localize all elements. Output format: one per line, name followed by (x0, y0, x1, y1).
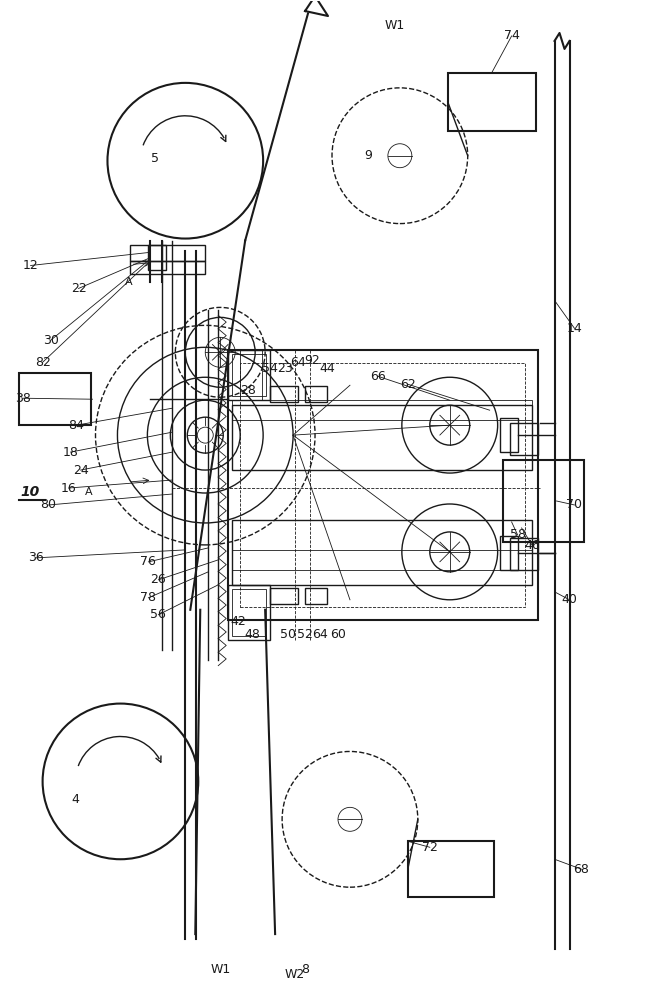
Bar (510, 538, 538, 570)
Bar (131, 245, 206, 261)
Text: 64: 64 (312, 628, 328, 641)
Bar (149, 245, 166, 270)
Text: 40: 40 (562, 593, 577, 606)
Text: 23: 23 (277, 362, 293, 375)
Text: 58: 58 (510, 528, 526, 541)
Text: 28: 28 (240, 384, 256, 397)
Text: 74: 74 (504, 29, 520, 42)
Bar (240, 363, 524, 607)
Text: W1: W1 (210, 963, 230, 976)
Text: 48: 48 (244, 628, 260, 641)
Text: 12: 12 (23, 259, 38, 272)
Bar (131, 261, 206, 274)
Text: 78: 78 (141, 591, 156, 604)
Bar (305, 386, 327, 402)
Text: 56: 56 (151, 608, 166, 621)
Bar (270, 386, 298, 402)
Text: W2: W2 (285, 968, 305, 981)
Bar (228, 350, 270, 400)
Bar (228, 585, 270, 640)
Bar (305, 588, 327, 604)
Text: 84: 84 (68, 419, 84, 432)
Text: 16: 16 (61, 482, 76, 495)
Bar (232, 405, 532, 470)
Text: A: A (85, 487, 92, 497)
Bar (232, 550, 532, 570)
Text: 36: 36 (28, 551, 44, 564)
Bar (270, 588, 298, 604)
Text: 82: 82 (34, 356, 50, 369)
Text: 30: 30 (42, 334, 58, 347)
Bar (232, 589, 266, 636)
Bar (228, 350, 538, 620)
Text: 5: 5 (151, 152, 159, 165)
Text: 66: 66 (370, 370, 386, 383)
Text: 26: 26 (151, 573, 166, 586)
Text: 8: 8 (301, 963, 309, 976)
Text: 52: 52 (297, 628, 313, 641)
Text: 60: 60 (330, 628, 346, 641)
Bar (500, 536, 518, 570)
Text: 18: 18 (62, 446, 78, 459)
Text: 14: 14 (567, 322, 582, 335)
Text: 76: 76 (141, 555, 156, 568)
Text: 80: 80 (40, 498, 56, 511)
Text: 72: 72 (422, 841, 438, 854)
Text: 10: 10 (21, 485, 40, 499)
Bar (232, 400, 532, 420)
Text: 4: 4 (72, 793, 80, 806)
Text: 22: 22 (71, 282, 86, 295)
Text: 68: 68 (573, 863, 589, 876)
Text: 42: 42 (230, 615, 246, 628)
Bar (448, 73, 536, 131)
Bar (500, 418, 518, 452)
Text: 24: 24 (73, 464, 88, 477)
Text: 38: 38 (15, 392, 30, 405)
Bar (19, 373, 91, 425)
Text: W1: W1 (385, 19, 405, 32)
Bar (503, 460, 585, 542)
Bar (232, 354, 266, 396)
Text: 54: 54 (262, 362, 278, 375)
Polygon shape (305, 0, 328, 16)
Text: A: A (125, 277, 132, 287)
Text: 64: 64 (290, 356, 306, 369)
Bar (408, 841, 494, 897)
Text: 46: 46 (524, 539, 540, 552)
Text: 70: 70 (566, 498, 583, 511)
Bar (232, 520, 532, 585)
Text: 9: 9 (364, 149, 372, 162)
Text: 92: 92 (304, 354, 320, 367)
Bar (510, 423, 538, 455)
Text: 50: 50 (280, 628, 296, 641)
Text: 44: 44 (319, 362, 335, 375)
Text: 62: 62 (400, 378, 416, 391)
